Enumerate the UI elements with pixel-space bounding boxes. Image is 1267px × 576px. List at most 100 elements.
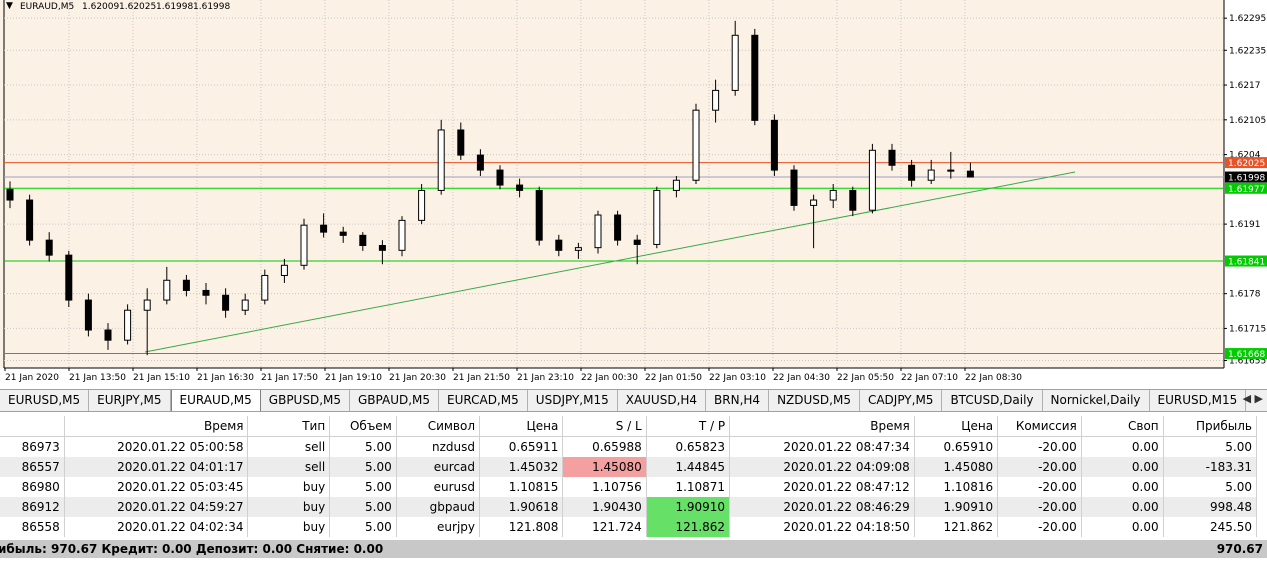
y-tick-label: 1.6204	[1229, 151, 1261, 161]
candle-body	[672, 179, 680, 191]
y-tick-label: 1.61715	[1229, 324, 1266, 334]
cell: 121.808	[479, 517, 564, 537]
cell: 1.10816	[914, 477, 999, 497]
level-label: 1.61841	[1228, 258, 1265, 268]
cell: 5.00	[329, 477, 397, 497]
candle-body	[712, 89, 720, 111]
column-header[interactable]: T / P	[646, 416, 731, 437]
candle-body	[810, 199, 818, 206]
cell: 0.00	[1081, 436, 1164, 457]
chart-tab[interactable]: BTCUSD,Daily	[942, 390, 1043, 411]
cell: 1.90910	[646, 497, 731, 517]
candle-body	[222, 294, 230, 311]
cell: 0.00	[1081, 477, 1164, 497]
chart-tab[interactable]: EURJPY,M5	[89, 390, 171, 411]
chart: ▼ EURAUD,M5 1.62009 1.62025 1.61998 1.61998…	[0, 0, 1267, 383]
candle-body	[692, 109, 700, 181]
y-tick-label: 1.62105	[1229, 116, 1266, 126]
ohlc-value: 1.61998	[156, 2, 193, 12]
chart-tab[interactable]: BRN,H4	[706, 390, 770, 411]
candle-body	[633, 239, 641, 245]
candle-body	[339, 231, 347, 236]
column-header[interactable]: Цена	[914, 416, 999, 437]
level-label-box	[1225, 157, 1267, 169]
cell: 2020.01.22 04:02:34	[64, 517, 249, 537]
column-header[interactable]: Своп	[1081, 416, 1164, 437]
chart-tab[interactable]: EURAUD,M5	[170, 390, 261, 411]
cell: 1.90430	[562, 497, 647, 517]
x-tick-label: 22 Jan 00:30	[581, 373, 638, 383]
column-header[interactable]: Символ	[396, 416, 481, 437]
cell: -20.00	[997, 497, 1082, 517]
cell: -20.00	[997, 436, 1082, 457]
cell: 2020.01.22 04:01:17	[64, 457, 249, 477]
cell: 121.862	[646, 517, 731, 537]
column-header[interactable]: Тип	[247, 416, 331, 437]
chart-tab[interactable]: GBPUSD,M5	[261, 390, 350, 411]
chart-tab[interactable]: GBPAUD,M5	[350, 390, 440, 411]
x-tick-label: 21 Jan 20:30	[389, 373, 446, 383]
x-tick-label: 22 Jan 04:30	[773, 373, 830, 383]
chart-tab[interactable]: EURUSD,M5	[0, 390, 90, 411]
column-header[interactable]: Время	[729, 416, 915, 437]
level-label: 1.62025	[1228, 159, 1265, 169]
candle-body	[84, 299, 92, 331]
cell: 2020.01.22 04:59:27	[64, 497, 249, 517]
chart-tab[interactable]: CADJPY,M5	[860, 390, 943, 411]
trade-row: 86980 2020.01.22 05:03:45 buy 5.00 eurusd 1.1…	[0, 477, 1258, 497]
chart-tab[interactable]: NZDUSD,M5	[769, 390, 860, 411]
column-header[interactable]: S / L	[562, 416, 647, 437]
candle-body	[790, 169, 798, 206]
cell: 1.45080	[914, 457, 999, 477]
cell: eurcad	[396, 457, 481, 477]
cell: 2020.01.22 05:00:58	[64, 436, 249, 457]
candle-body	[888, 149, 896, 166]
column-header[interactable]: Комиссия	[997, 416, 1082, 437]
cell: 1.45080	[562, 457, 647, 477]
chart-tab[interactable]: XAUUSD,H4	[618, 390, 707, 411]
ohlc-values: 1.62009 1.62025 1.61998 1.61998	[82, 2, 230, 12]
y-tick-label: 1.62295	[1229, 14, 1266, 24]
candle-body	[182, 279, 190, 291]
chart-tab[interactable]: USDJPY,M15	[528, 390, 618, 411]
ohlc-value: 1.62009	[82, 2, 119, 12]
y-tick-label: 1.6191	[1229, 220, 1261, 230]
candle-body	[457, 129, 465, 156]
chart-tabs: EURUSD,M5 EURJPY,M5 EURAUD,M5 GBPUSD,M5 GBPA…	[0, 389, 1267, 412]
chart-tab[interactable]: EURUSD,M15	[1150, 390, 1247, 411]
candle-body	[359, 234, 367, 247]
cell: -20.00	[997, 477, 1082, 497]
cell: 0.65910	[914, 436, 999, 457]
trade-row: 86912 2020.01.22 04:59:27 buy 5.00 gbpaud 1.9…	[0, 497, 1258, 517]
column-header[interactable]	[0, 416, 65, 437]
column-header[interactable]: Цена	[479, 416, 564, 437]
tab-scroll[interactable]: ◀ ▶	[1242, 392, 1263, 405]
column-header[interactable]: Время	[64, 416, 249, 437]
cell: 5.00	[1163, 436, 1258, 457]
chart-tab[interactable]: EURCAD,M5	[439, 390, 528, 411]
candle-body	[6, 188, 14, 201]
cell: 245.50	[1163, 517, 1258, 537]
candle-body	[476, 154, 484, 171]
trend-line	[144, 171, 1076, 353]
x-tick-label: 21 Jan 15:10	[133, 373, 190, 383]
cell: eurusd	[396, 477, 481, 497]
x-tick-label: 21 Jan 17:50	[261, 373, 318, 383]
trade-row: 86558 2020.01.22 04:02:34 buy 5.00 eurjpy 121…	[0, 517, 1258, 537]
cell: 1.90910	[914, 497, 999, 517]
menu-arrow[interactable]: ▼	[6, 1, 13, 11]
column-header[interactable]: Прибыль	[1163, 416, 1258, 437]
cell: nzdusd	[396, 436, 481, 457]
cell: 5.00	[1163, 477, 1258, 497]
cell: 1.90618	[479, 497, 564, 517]
candle-body	[26, 199, 34, 241]
column-header[interactable]: Объем	[329, 416, 397, 437]
candle-body	[280, 264, 288, 276]
chart-tab[interactable]: Nornickel,Daily	[1043, 390, 1150, 411]
cell: -183.31	[1163, 457, 1258, 477]
candle-body	[163, 279, 171, 301]
candle-body	[947, 169, 955, 172]
cell: 121.862	[914, 517, 999, 537]
